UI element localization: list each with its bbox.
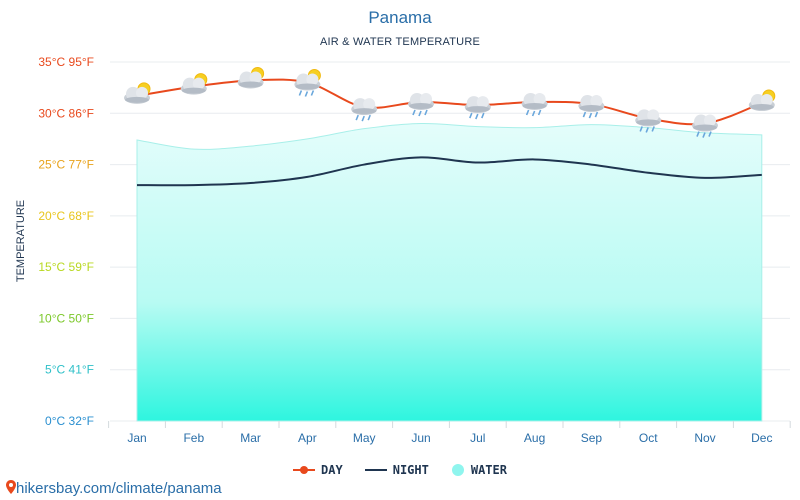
chart-legend: DAY NIGHT WATER xyxy=(0,463,800,477)
legend-night-label: NIGHT xyxy=(392,463,429,477)
legend-day[interactable]: DAY xyxy=(293,463,343,477)
x-tick-label: Apr xyxy=(298,431,317,445)
rain-icon xyxy=(408,93,434,117)
night-line xyxy=(136,156,762,187)
rain-icon xyxy=(521,93,548,117)
x-tick-label: Feb xyxy=(183,431,204,445)
x-tick-label: Sep xyxy=(581,431,603,445)
legend-water[interactable]: WATER xyxy=(451,463,507,477)
rain-icon xyxy=(578,95,605,119)
x-tick-label: Nov xyxy=(694,431,715,445)
day-line xyxy=(136,78,763,126)
x-tick-label: Mar xyxy=(240,431,261,445)
legend-night[interactable]: NIGHT xyxy=(364,463,429,477)
y-tick-label: 20°C 68°F xyxy=(38,209,94,223)
x-tick-label: Jun xyxy=(411,431,430,445)
location-pin-icon xyxy=(6,480,16,494)
y-tick-label: 5°C 41°F xyxy=(45,363,94,377)
partly-cloudy-icon xyxy=(180,73,208,95)
y-tick-label: 25°C 77°F xyxy=(38,158,94,172)
legend-day-label: DAY xyxy=(321,463,343,477)
source-link-text: hikersbay.com/climate/panama xyxy=(16,480,222,497)
chart-title: Panama xyxy=(368,8,432,27)
x-tick-label: Oct xyxy=(639,431,658,445)
y-axis-title: TEMPERATURE xyxy=(15,200,27,282)
y-tick-label: 35°C 95°F xyxy=(38,55,94,69)
rain-icon xyxy=(692,114,718,139)
partly-cloudy-icon xyxy=(124,82,151,104)
rain-icon xyxy=(351,98,378,122)
legend-water-marker xyxy=(451,464,464,476)
legend-night-marker xyxy=(364,469,387,471)
rain-icon xyxy=(635,109,662,134)
legend-day-marker xyxy=(293,466,316,474)
y-tick-label: 0°C 32°F xyxy=(45,414,94,428)
x-tick-label: Aug xyxy=(524,431,545,445)
rain-sun-icon xyxy=(294,69,321,98)
rain-icon xyxy=(464,96,491,120)
x-tick-label: Dec xyxy=(751,431,772,445)
y-tick-label: 30°C 86°F xyxy=(38,106,94,120)
partly-cloudy-icon xyxy=(748,89,776,112)
x-tick-label: Jan xyxy=(127,431,146,445)
x-tick-label: Jul xyxy=(470,431,485,445)
legend-water-label: WATER xyxy=(470,463,507,477)
partly-cloudy-icon xyxy=(237,66,265,89)
x-tick-label: May xyxy=(353,431,376,445)
y-tick-label: 15°C 59°F xyxy=(38,260,94,274)
temperature-chart: 35°C 95°F 30°C 86°F 25°C 77°F 20°C 68°F 15°C… xyxy=(15,55,791,445)
water-area xyxy=(136,123,763,422)
chart-subtitle: AIR & WATER TEMPERATURE xyxy=(319,36,481,48)
source-link[interactable]: hikersbay.com/climate/panama xyxy=(6,480,222,497)
y-tick-label: 10°C 50°F xyxy=(38,311,94,325)
